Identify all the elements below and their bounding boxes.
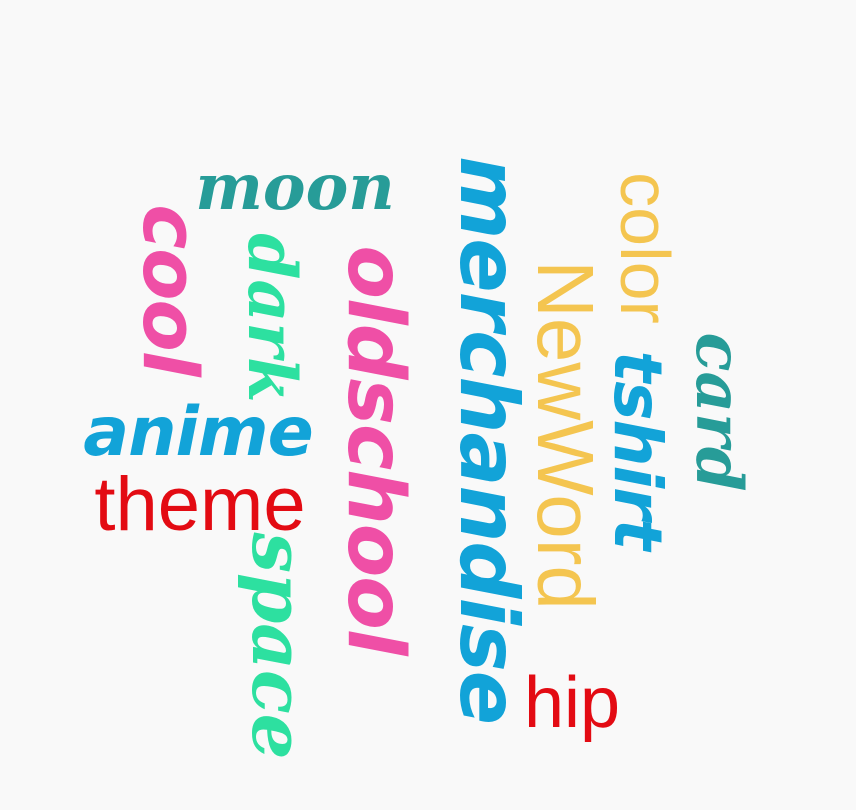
word-hip: hip xyxy=(523,663,621,743)
word-moon: moon xyxy=(195,150,395,225)
word-tshirt: tshirt xyxy=(599,350,676,550)
word-newword: NewWord xyxy=(521,260,610,610)
word-cool: cool xyxy=(126,204,215,376)
word-dark: dark xyxy=(233,233,311,403)
word-theme: theme xyxy=(94,462,306,547)
word-space: space xyxy=(236,532,321,760)
word-merchandise: merchandise xyxy=(442,156,535,724)
word-card: card xyxy=(681,332,756,492)
word-color: color xyxy=(606,172,684,324)
word-anime: anime xyxy=(83,393,314,472)
word-oldschool: oldschool xyxy=(330,245,420,655)
